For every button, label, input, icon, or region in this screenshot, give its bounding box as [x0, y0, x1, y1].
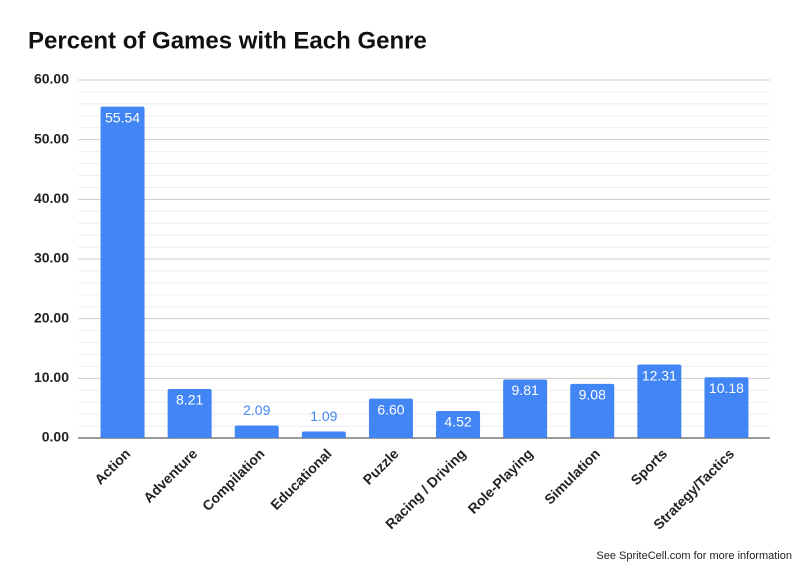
- x-tick-label: Adventure: [140, 445, 200, 505]
- data-label: 8.21: [176, 392, 203, 408]
- bar: [637, 364, 682, 438]
- bar: [436, 411, 481, 438]
- y-tick-label: 10.00: [34, 369, 69, 385]
- data-label: 9.81: [512, 382, 539, 398]
- bar: [301, 431, 346, 438]
- x-tick-label: Educational: [267, 445, 334, 512]
- y-tick-label: 60.00: [34, 71, 69, 87]
- y-tick-label: 0.00: [42, 429, 69, 445]
- x-tick-label: Puzzle: [360, 445, 402, 487]
- data-label: 12.31: [642, 367, 677, 383]
- x-tick-label: Role-Playing: [465, 445, 536, 516]
- chart-title: Percent of Games with Each Genre: [28, 27, 427, 54]
- bar: [234, 425, 279, 438]
- y-tick-label: 40.00: [34, 190, 69, 206]
- bar: [368, 398, 413, 438]
- y-tick-label: 20.00: [34, 309, 69, 325]
- data-label: 1.09: [310, 408, 337, 424]
- x-tick-label: Action: [91, 445, 133, 487]
- data-label: 4.52: [444, 414, 471, 430]
- data-label: 55.54: [105, 109, 140, 125]
- bar: [704, 377, 749, 438]
- data-label: 10.18: [709, 380, 744, 396]
- bar: [167, 389, 212, 438]
- data-label: 6.60: [377, 401, 404, 417]
- footnote: See SpriteCell.com for more information: [596, 550, 792, 562]
- data-label: 9.08: [579, 387, 606, 403]
- y-tick-label: 30.00: [34, 250, 69, 266]
- bar: [100, 106, 145, 439]
- data-label: 2.09: [243, 402, 270, 418]
- y-tick-label: 50.00: [34, 130, 69, 146]
- x-tick-label: Sports: [627, 445, 670, 488]
- x-tick-label: Simulation: [541, 445, 603, 507]
- bar: [503, 379, 548, 438]
- bar: [570, 383, 615, 438]
- x-tick-label: Compilation: [199, 445, 268, 514]
